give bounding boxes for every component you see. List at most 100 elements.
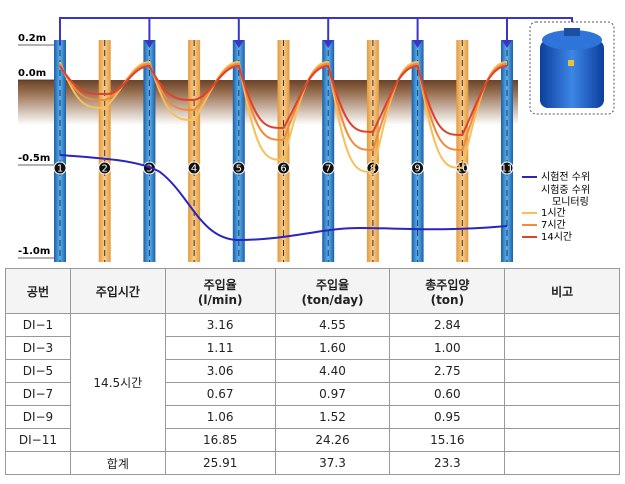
table-row: DI−7 0.67 0.97 0.60 (5, 382, 620, 406)
feed-arrow (412, 40, 423, 48)
feed-arrow (323, 40, 334, 48)
id-cell: DI−11 (5, 428, 71, 452)
soil (18, 80, 518, 125)
cell-text: 16.85 (202, 433, 238, 447)
cell-text: 4.40 (319, 364, 346, 378)
cell: 16.85 (164, 428, 276, 452)
result-table: 공번 주입시간 주입율 (l/min) 주입율 (ton/day) 총주입양 (ton) 비고 … (5, 268, 620, 475)
id-cell: DI−7 (5, 382, 71, 406)
table-row: DI−5 3.06 4.40 2.75 (5, 359, 620, 383)
cell-text: 4.55 (319, 318, 346, 332)
well-badge (411, 161, 425, 175)
cell: 1.00 (389, 336, 506, 360)
tank (529, 21, 615, 115)
cell: 1.52 (274, 405, 391, 429)
cell: 15.16 (389, 428, 506, 452)
cell-text: 0.60 (433, 387, 461, 401)
cell-text: DI−7 (22, 387, 54, 401)
cell-text: 총주입양 (425, 277, 470, 292)
cell-text: DI−11 (18, 433, 58, 447)
time-cell: 14.5시간 (69, 313, 166, 452)
well-badge (277, 161, 290, 175)
legend-label: 시험전 수위 (541, 170, 590, 183)
well-number: 11 (501, 164, 514, 175)
well-number: 4 (191, 164, 197, 175)
cell: 3.16 (164, 313, 276, 337)
cell: 37.3 (274, 451, 391, 475)
well-number: 7 (325, 164, 331, 175)
cell-text: 24.26 (315, 433, 350, 447)
diagram: 0.2m 0.0m -0.5m -1.0m 1 2 3 4 5 6 7 8 9 10 11 시험전 … (18, 17, 615, 262)
cell-text: 0.95 (433, 410, 461, 424)
legend-label: 1시간 (541, 207, 566, 219)
table-row: 합계 25.91 37.3 23.3 (5, 451, 620, 475)
cell-text: 주입시간 (95, 284, 140, 299)
depth-label: 0.0m (18, 68, 46, 79)
cell-text: 0.67 (206, 387, 234, 401)
header-cell: 비고 (504, 268, 620, 314)
cell: 1.06 (164, 405, 276, 429)
cell-text: (ton) (430, 292, 465, 307)
depth-lines: 0.2m 0.0m -0.5m -1.0m (18, 33, 60, 259)
well-badge (53, 161, 67, 175)
well-badge (500, 161, 514, 175)
depth-label: -0.5m (18, 153, 50, 164)
feed-arrow (233, 40, 244, 48)
cell-text: 25.91 (202, 456, 238, 470)
cell (5, 451, 71, 475)
cell-text: 공번 (26, 284, 49, 299)
legend: 시험전 수위 시험중 수위 모니터링 1시간 7시간 14시간 (522, 170, 590, 243)
cell (504, 382, 620, 406)
well-badge (321, 161, 335, 175)
cell (504, 428, 620, 452)
cell: 24.26 (274, 428, 391, 452)
depth-label: -1.0m (18, 246, 50, 257)
cell: 23.3 (389, 451, 506, 475)
table-row: DI−9 1.06 1.52 0.95 (5, 405, 620, 429)
cell-text: 2.75 (433, 364, 461, 378)
cell-text: 23.3 (433, 456, 461, 470)
cell (504, 313, 620, 337)
id-cell: DI−9 (5, 405, 71, 429)
water-curve (59, 62, 508, 152)
header-cell: 총주입양 (ton) (389, 268, 506, 314)
cell (504, 359, 620, 383)
id-cell: DI−3 (5, 336, 71, 360)
depth-label: 0.2m (18, 33, 46, 44)
cell-text: 14.5시간 (93, 376, 143, 390)
water-curve (59, 60, 508, 174)
cell-text: 3.16 (206, 318, 234, 332)
cell-text: 주입율 (315, 277, 350, 292)
well-number: 6 (280, 164, 286, 175)
cell: 1.11 (164, 336, 276, 360)
legend-label: 14시간 (541, 231, 572, 243)
cell-text: 1.00 (433, 341, 461, 355)
cell-text: 3.06 (206, 364, 234, 378)
well-badge (187, 161, 201, 175)
water-curve (59, 64, 508, 137)
cell: 4.55 (274, 313, 391, 337)
cell: 3.06 (164, 359, 276, 383)
feed-arrow (502, 40, 512, 48)
well-badge (98, 161, 112, 175)
cell: 2.84 (389, 313, 506, 337)
feed-arrow (144, 40, 155, 48)
pipes: 1 2 3 4 5 6 7 8 9 10 11 (53, 40, 514, 262)
cell (504, 451, 620, 475)
cell-text: 1.06 (206, 410, 234, 424)
cell: 2.75 (389, 359, 506, 383)
header-cell: 주입시간 (69, 268, 166, 314)
cell-text: 1.52 (319, 410, 346, 424)
cell: 0.67 (164, 382, 276, 406)
legend-label: 모니터링 (552, 196, 589, 208)
cell-text: 2.84 (433, 318, 461, 332)
cell-text: 0.97 (319, 387, 346, 401)
cell-text: 주입율 (203, 277, 237, 292)
cell: 0.97 (274, 382, 391, 406)
cell-text: 합계 (106, 456, 129, 471)
header-cell: 주입율 (l/min) (164, 268, 276, 314)
cell (504, 336, 620, 360)
water-curves (59, 60, 508, 242)
cell-text: 1.11 (206, 341, 234, 355)
